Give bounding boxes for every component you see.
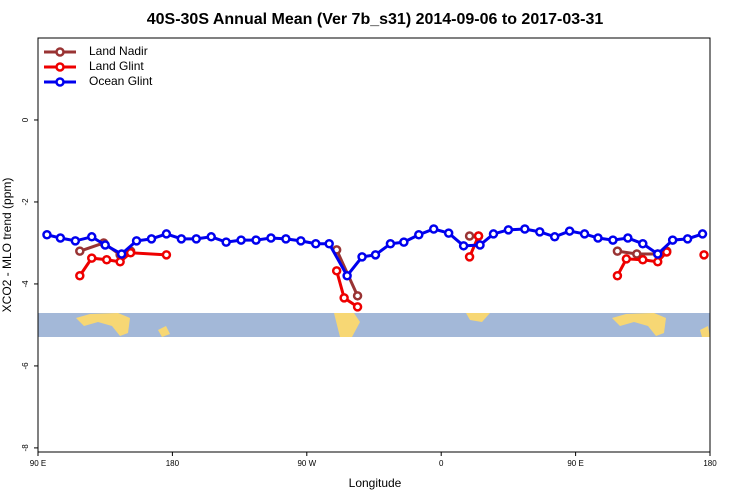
data-point [621,254,632,264]
data-point [75,246,85,256]
chart-title: 40S-30S Annual Mean (Ver 7b_s31) 2014-09… [147,11,604,28]
data-point [638,239,648,249]
data-point [652,257,663,267]
data-point [281,234,291,244]
data-point [266,233,276,243]
data-point [251,235,261,245]
data-point [612,270,623,281]
y-axis-label: XCO2 - MLO trend (ppm) [0,178,14,313]
y-tick-label: 0 [21,117,30,122]
data-point [612,246,623,256]
data-point [339,293,349,303]
data-point [87,253,97,263]
y-tick-label: -6 [21,362,30,370]
data-point [458,241,469,251]
data-point [311,239,321,249]
data-point [564,226,575,236]
data-point [206,232,216,242]
legend-label: Land Glint [89,59,144,73]
data-point [115,257,125,267]
data-point [697,229,708,239]
data-point [331,266,342,276]
data-point [488,229,499,239]
plot-frame [37,37,711,453]
data-point [699,250,709,260]
data-point [428,224,439,234]
x-tick-label: 0 [439,459,444,468]
data-point [638,255,648,265]
data-point [342,270,352,281]
data-point [632,249,642,259]
data-point [370,250,381,260]
data-point [296,236,306,246]
data-point [125,248,136,258]
data-point [399,237,409,247]
data-point [161,229,172,239]
data-point [70,236,81,246]
y-tick-label: -4 [21,280,30,288]
map-strip [38,313,710,337]
y-tick-label: -2 [21,198,30,206]
data-point [652,249,663,259]
data-point [667,235,678,245]
data-point [116,249,127,259]
data-point [661,247,672,257]
data-point [520,224,530,234]
legend-label: Ocean Glint [89,74,153,88]
data-point [87,232,97,242]
data-point [324,239,334,249]
data-point [549,232,560,242]
x-tick-label: 90 E [30,459,46,468]
data-point [131,236,142,246]
legend-marker [55,77,65,87]
x-axis-label: Longitude [349,476,402,490]
data-point [535,227,545,237]
data-point [473,231,484,241]
data-point [101,255,112,265]
x-tick-label: 180 [703,459,717,468]
data-point [146,234,157,244]
y-tick-label: -8 [21,444,30,452]
data-point [503,225,514,235]
data-point [357,252,367,262]
x-tick-label: 180 [166,459,180,468]
data-point [593,233,603,243]
data-point [236,235,246,245]
data-point [42,230,52,240]
data-point [682,234,693,244]
data-point [100,240,110,250]
legend-marker [55,47,65,57]
data-point [221,237,231,247]
data-point [443,228,454,238]
data-point [75,270,85,281]
data-point [191,234,202,244]
data-point [414,230,424,240]
series-line [79,234,668,297]
data-point [352,291,363,301]
data-point [176,234,187,244]
data-point [464,231,475,241]
data-point [161,250,172,260]
data-point [608,235,618,245]
x-tick-label: 90 W [297,459,316,468]
data-point [385,239,396,249]
legend-label: Land Nadir [89,44,148,58]
data-point [464,252,475,262]
legend-marker [55,62,65,72]
data-point [475,240,485,250]
data-point [579,229,590,239]
x-tick-label: 90 E [567,459,583,468]
data-point [623,233,633,243]
data-point [352,302,363,312]
data-point [55,233,66,243]
